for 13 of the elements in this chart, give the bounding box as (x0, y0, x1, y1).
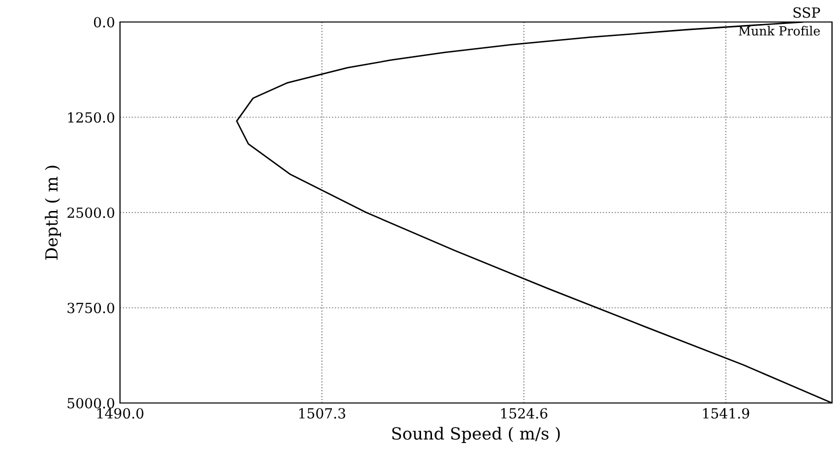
x-tick-label: 1524.6 (501, 408, 548, 419)
chart-title: SSP (794, 7, 820, 18)
y-tick-label: 3750.0 (68, 302, 114, 314)
y-axis-title: Depth ( m ) (44, 166, 61, 260)
x-tick-label: 1507.3 (299, 408, 346, 419)
chart-subtitle: Munk Profile (738, 26, 820, 36)
x-axis-title: Sound Speed ( m/s ) (392, 426, 560, 443)
x-tick-label: 1541.9 (703, 408, 750, 419)
y-tick-label: 2500.0 (67, 207, 114, 218)
y-tick-label: 1250.0 (68, 112, 114, 123)
y-tick-label: 0.0 (94, 16, 114, 28)
y-tick-label: 5000.0 (68, 398, 114, 408)
x-tick-label: 1490.0 (97, 408, 144, 419)
